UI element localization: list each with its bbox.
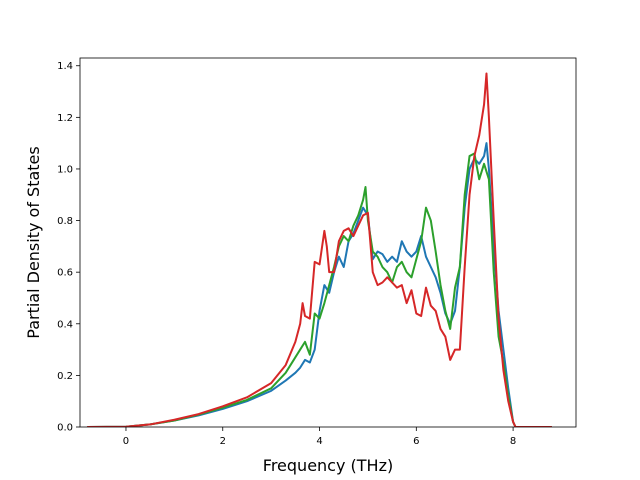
x-tick-label: 8 <box>510 436 516 447</box>
y-tick-label: 0.4 <box>57 319 73 330</box>
x-axis-label: Frequency (THz) <box>263 456 393 475</box>
series-line-3 <box>87 72 552 427</box>
y-tick-label: 0.2 <box>57 371 73 382</box>
series-line-1 <box>87 142 552 427</box>
x-axis: 0 2 4 6 8 <box>123 427 516 447</box>
y-tick-label: 1.0 <box>57 164 73 175</box>
x-tick-label: 4 <box>316 436 322 447</box>
series-line-2 <box>87 152 552 427</box>
y-tick-label: 1.4 <box>57 61 73 72</box>
y-tick-label: 0.0 <box>57 423 73 434</box>
y-axis: 0.0 0.2 0.4 0.6 0.8 1.0 1.2 1.4 <box>57 61 80 434</box>
plot-frame <box>79 57 577 428</box>
y-tick-label: 0.6 <box>57 268 73 279</box>
y-tick-label: 1.2 <box>57 113 73 124</box>
x-tick-label: 2 <box>220 436 226 447</box>
x-tick-label: 6 <box>413 436 419 447</box>
series-layer <box>87 72 552 427</box>
x-tick-label: 0 <box>123 436 129 447</box>
y-tick-label: 0.8 <box>57 216 73 227</box>
y-axis-label: Partial Density of States <box>24 146 43 338</box>
